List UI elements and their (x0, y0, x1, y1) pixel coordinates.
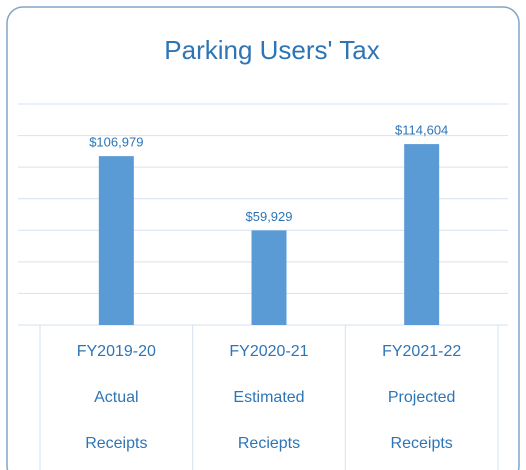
chart-title: Parking Users' Tax (164, 35, 379, 65)
x-tick-label: Reciepts (238, 435, 300, 452)
x-tick-label: Estimated (233, 389, 304, 406)
bar (98, 156, 134, 325)
x-tick-label: FY2021-22 (382, 343, 461, 360)
x-tick-label: Receipts (85, 435, 147, 452)
bar (251, 230, 287, 325)
x-tick-label: Actual (94, 389, 138, 406)
data-label: $106,979 (89, 135, 143, 150)
x-tick-label: Projected (388, 389, 456, 406)
x-tick-label: FY2019-20 (77, 343, 156, 360)
data-label: $59,929 (246, 209, 293, 224)
x-tick-label: FY2020-21 (229, 343, 308, 360)
data-label: $114,604 (395, 123, 448, 138)
bar (404, 144, 440, 325)
x-tick-label: Receipts (391, 435, 453, 452)
